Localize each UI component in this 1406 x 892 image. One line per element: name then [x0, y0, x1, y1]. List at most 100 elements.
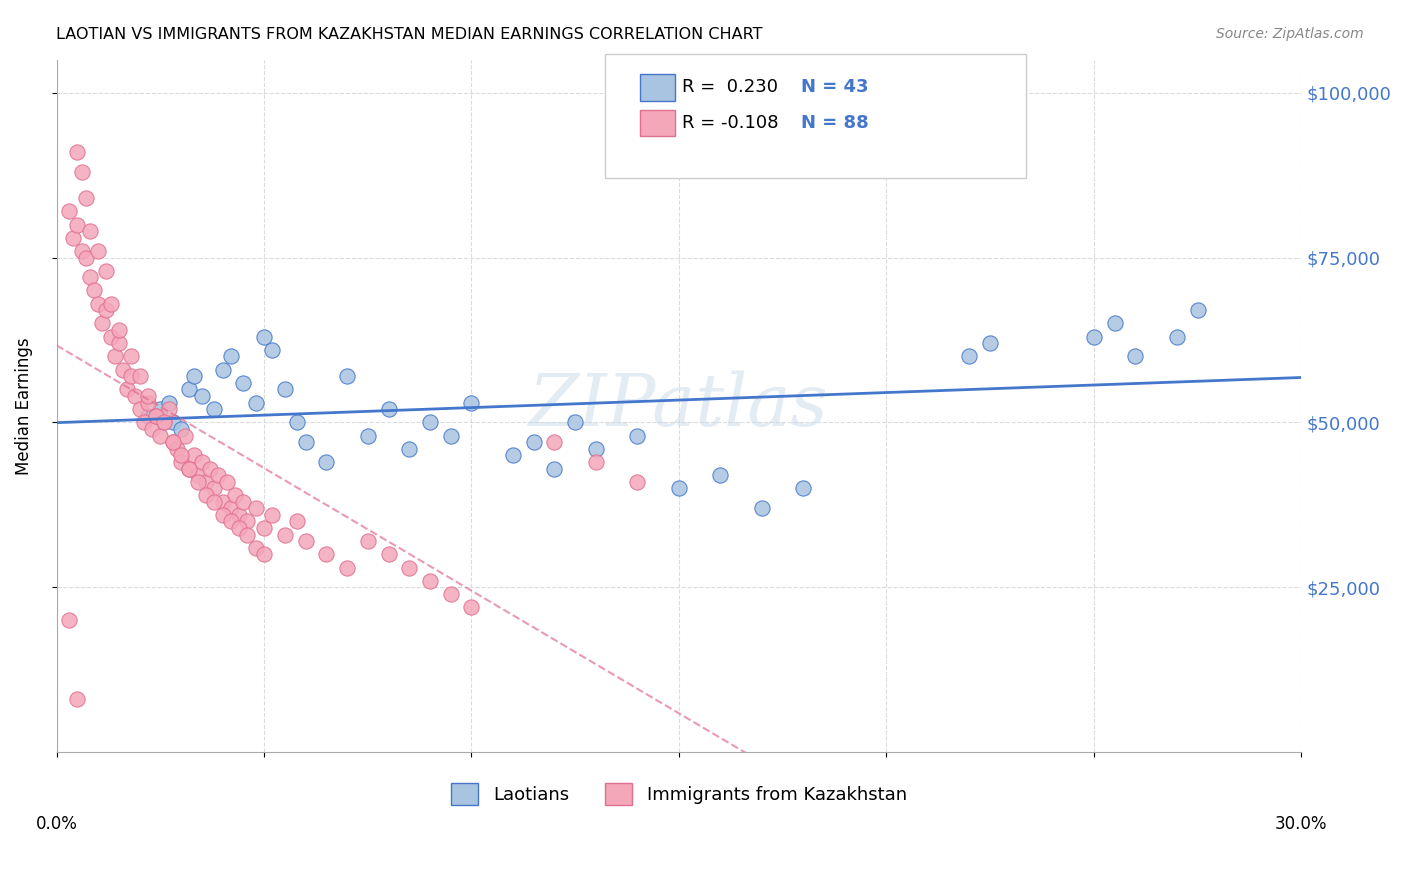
Point: [136, 389, 159, 403]
Point: [792, 482, 814, 496]
Point: [1166, 329, 1188, 343]
Point: [136, 409, 159, 423]
Text: R =  0.230: R = 0.230: [682, 78, 778, 96]
Point: [253, 547, 276, 561]
Point: [585, 455, 607, 469]
Point: [79, 270, 101, 285]
Point: [336, 560, 359, 574]
Point: [285, 514, 308, 528]
Point: [179, 383, 201, 397]
Point: [108, 336, 131, 351]
Point: [543, 435, 565, 450]
Point: [419, 416, 441, 430]
Point: [202, 482, 225, 496]
Point: [128, 369, 150, 384]
Point: [170, 455, 193, 469]
Point: [224, 488, 246, 502]
Point: [398, 442, 420, 456]
Point: [377, 547, 399, 561]
Point: [460, 395, 482, 409]
Point: [128, 402, 150, 417]
Point: [191, 455, 214, 469]
Point: [215, 475, 238, 489]
Text: R = -0.108: R = -0.108: [682, 114, 779, 132]
Point: [1187, 303, 1209, 318]
Point: [236, 514, 259, 528]
Point: [564, 416, 586, 430]
Point: [194, 475, 217, 489]
Point: [111, 362, 134, 376]
Point: [211, 362, 233, 376]
Point: [149, 402, 172, 417]
Point: [336, 369, 359, 384]
Point: [626, 428, 648, 442]
Point: [211, 494, 233, 508]
Point: [211, 508, 233, 522]
Point: [502, 449, 524, 463]
Point: [162, 435, 184, 450]
Point: [315, 455, 337, 469]
Point: [100, 329, 122, 343]
Point: [245, 395, 267, 409]
Point: [232, 494, 254, 508]
Point: [228, 521, 250, 535]
Point: [75, 191, 97, 205]
Point: [187, 475, 209, 489]
Point: [157, 402, 180, 417]
Point: [145, 409, 167, 423]
Point: [957, 350, 980, 364]
Y-axis label: Median Earnings: Median Earnings: [15, 337, 32, 475]
Text: ZIPatlas: ZIPatlas: [529, 371, 828, 442]
Point: [75, 251, 97, 265]
Point: [236, 527, 259, 541]
Point: [440, 587, 463, 601]
Point: [709, 468, 731, 483]
Point: [183, 449, 205, 463]
Point: [285, 416, 308, 430]
Point: [194, 488, 217, 502]
Point: [228, 508, 250, 522]
Point: [377, 402, 399, 417]
Point: [668, 482, 690, 496]
Point: [198, 461, 221, 475]
Point: [626, 475, 648, 489]
Point: [232, 376, 254, 390]
Point: [262, 343, 284, 357]
Point: [219, 350, 242, 364]
Point: [357, 428, 380, 442]
Point: [104, 350, 127, 364]
Point: [66, 145, 89, 159]
Point: [523, 435, 546, 450]
Point: [58, 613, 80, 627]
Point: [219, 501, 242, 516]
Point: [120, 369, 142, 384]
Point: [1083, 329, 1105, 343]
Point: [170, 449, 193, 463]
Text: 30.0%: 30.0%: [1275, 815, 1327, 833]
Point: [1104, 317, 1126, 331]
Point: [460, 600, 482, 615]
Point: [274, 527, 297, 541]
Text: N = 43: N = 43: [801, 78, 869, 96]
Point: [253, 521, 276, 535]
Point: [179, 461, 201, 475]
Point: [162, 435, 184, 450]
Point: [187, 468, 209, 483]
Point: [183, 369, 205, 384]
Point: [70, 165, 93, 179]
Point: [543, 461, 565, 475]
Point: [191, 389, 214, 403]
Point: [294, 534, 316, 549]
Point: [96, 263, 118, 277]
Point: [96, 303, 118, 318]
Point: [157, 395, 180, 409]
Point: [274, 383, 297, 397]
Point: [132, 416, 155, 430]
Point: [79, 224, 101, 238]
Point: [83, 284, 105, 298]
Point: [245, 501, 267, 516]
Point: [170, 422, 193, 436]
Point: [219, 514, 242, 528]
Point: [398, 560, 420, 574]
Point: [162, 416, 184, 430]
